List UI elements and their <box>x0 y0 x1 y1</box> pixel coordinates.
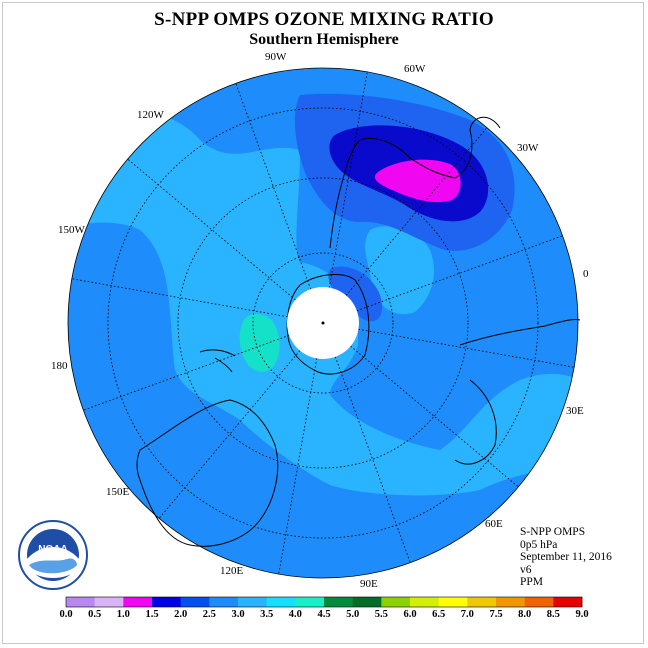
coast-south-america <box>329 116 501 249</box>
meridian-line <box>350 345 519 488</box>
colorbar-swatch <box>295 597 325 607</box>
contour-low-spot <box>239 314 280 372</box>
contour-near-pole <box>328 266 383 322</box>
colorbar-tick-label: 2.0 <box>174 609 188 620</box>
colorbar-swatch <box>209 597 239 607</box>
colorbar <box>65 596 583 608</box>
coastlines <box>136 116 581 547</box>
colorbar-tick-label: 1.5 <box>145 609 159 620</box>
logo-wave <box>29 558 77 574</box>
colorbar-tick-label: 5.5 <box>374 609 388 620</box>
lon-label-90e: 90E <box>360 578 378 590</box>
colorbar-swatch <box>524 597 554 607</box>
lon-label-120w: 120W <box>137 109 164 121</box>
lon-label-120e: 120E <box>220 565 244 577</box>
colorbar-tick-label: 6.5 <box>432 609 446 620</box>
colorbar-tick-label: 5.0 <box>346 609 360 620</box>
meridian-line <box>83 334 290 411</box>
info-level: 0p5 hPa <box>520 538 558 551</box>
meridian-line <box>356 235 563 312</box>
lon-label-0: 0 <box>583 268 589 280</box>
logo-text: NOAA <box>38 544 67 555</box>
meridian-line <box>328 71 368 288</box>
info-date: September 11, 2016 <box>520 551 612 564</box>
colorbar-tick-label: 0.0 <box>59 609 73 620</box>
colorbar-tick-label: 0.5 <box>88 609 102 620</box>
colorbar-swatch <box>123 597 153 607</box>
colorbar-swatch <box>94 597 124 607</box>
colorbar-swatch <box>66 597 95 607</box>
lon-label-180: 180 <box>51 360 68 372</box>
meridian-line <box>158 350 301 519</box>
pole-dot <box>321 321 325 325</box>
lon-label-30e: 30E <box>566 405 584 417</box>
colorbar-swatch <box>180 597 210 607</box>
colorbar-swatch <box>438 597 468 607</box>
lon-label-150w: 150W <box>58 224 85 236</box>
meridian-line <box>334 356 411 563</box>
meridian-line <box>71 278 288 318</box>
latitude-circle-mid <box>177 177 469 469</box>
colorbar-swatch <box>496 597 525 607</box>
graticule <box>71 71 575 575</box>
coast-australia <box>136 399 279 547</box>
colorbar-tick-label: 6.0 <box>403 609 417 620</box>
colorbar-tick-label: 3.0 <box>231 609 245 620</box>
meridian-line <box>358 328 575 368</box>
noaa-logo: NOAA <box>18 520 88 590</box>
contour-peak <box>374 159 461 203</box>
colorbar-tick-label: 8.5 <box>546 609 560 620</box>
meridian-line <box>127 158 296 301</box>
colorbar-swatch <box>352 597 382 607</box>
colorbar-border <box>65 596 583 608</box>
colorbar-swatch <box>266 597 296 607</box>
colorbar-swatch <box>467 597 497 607</box>
meridian-line <box>235 83 312 290</box>
colorbar-swatch <box>381 597 411 607</box>
coast-africa <box>454 319 581 465</box>
lon-label-60w: 60W <box>404 63 426 75</box>
map-boundary <box>67 67 579 579</box>
contour-band-3-0-b <box>365 226 435 315</box>
lon-label-60e: 60E <box>485 518 503 530</box>
meridian-line <box>278 358 318 575</box>
lon-label-150e: 150E <box>106 486 130 498</box>
colorbar-swatch <box>553 597 583 607</box>
info-block: S-NPP OMPS 0p5 hPa September 11, 2016 v6… <box>520 526 612 589</box>
latitude-circle-outer <box>107 107 539 539</box>
colorbar-tick-label: 9.0 <box>575 609 589 620</box>
info-units: PPM <box>520 576 544 589</box>
latitude-circle-inner <box>252 252 394 394</box>
meridian-line <box>345 127 488 296</box>
colorbar-swatch <box>410 597 439 607</box>
meridian-lines <box>71 71 575 575</box>
colorbar-swatch <box>152 597 181 607</box>
colorbar-tick-label: 1.0 <box>116 609 130 620</box>
colorbar-swatch <box>238 597 267 607</box>
info-version: v6 <box>520 563 532 576</box>
coast-new-zealand <box>199 349 236 373</box>
lon-label-90w: 90W <box>265 51 287 63</box>
colorbar-tick-label: 7.0 <box>460 609 474 620</box>
coast-antarctica <box>286 274 370 375</box>
map-subtitle: Southern Hemisphere <box>249 31 399 48</box>
map-title: S-NPP OMPS OZONE MIXING RATIO <box>154 9 494 30</box>
colorbar-tick-label: 4.5 <box>317 609 331 620</box>
colorbar-tick-label: 8.0 <box>518 609 532 620</box>
colorbar-swatch <box>324 597 353 607</box>
colorbar-tick-label: 4.0 <box>288 609 302 620</box>
colorbar-tick-labels: 0.0 0.5 1.0 1.5 2.0 2.5 3.0 3.5 4.0 4.5 5.0 5.5 6.0 6… <box>0 609 648 623</box>
colorbar-tick-label: 2.5 <box>202 609 216 620</box>
colorbar-tick-label: 7.5 <box>489 609 503 620</box>
lon-label-30w: 30W <box>517 142 539 154</box>
info-instrument: S-NPP OMPS <box>520 526 586 538</box>
colorbar-tick-label: 3.5 <box>260 609 274 620</box>
